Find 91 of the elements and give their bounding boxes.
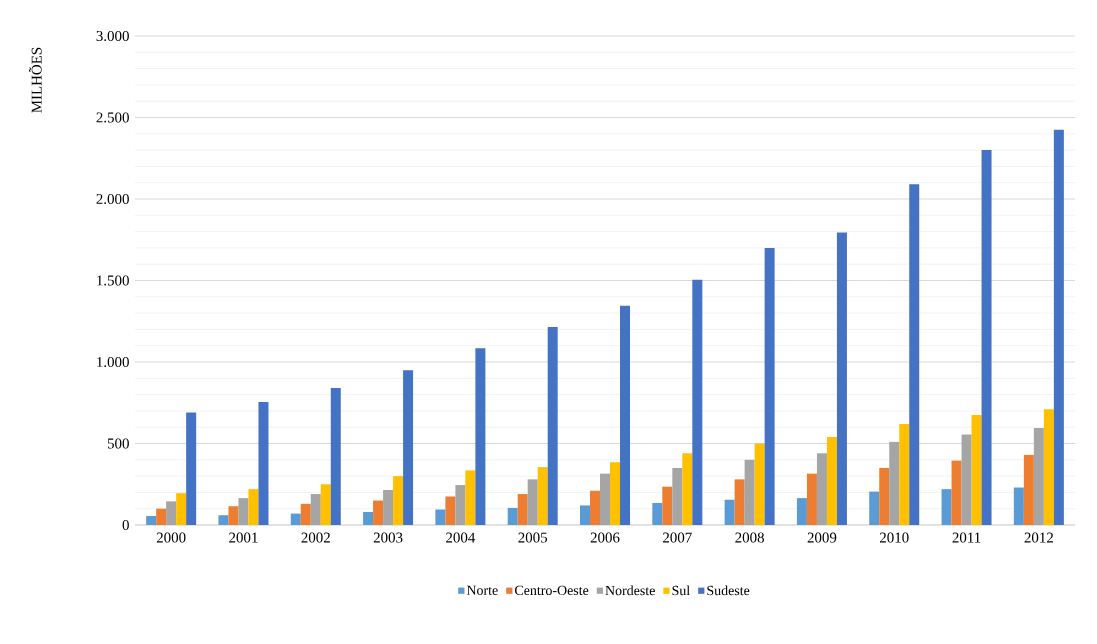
bar [836, 232, 847, 525]
y-axis-title: MILHÕES [29, 47, 42, 113]
bar [507, 507, 518, 525]
bar [465, 470, 476, 525]
bar [941, 489, 952, 525]
bar [300, 503, 311, 525]
bar [228, 506, 239, 525]
bar [951, 460, 962, 525]
bar [363, 511, 374, 525]
y-tick-label: 500 [107, 438, 129, 449]
bar [393, 476, 404, 525]
bar [620, 305, 630, 525]
bar [971, 414, 982, 525]
x-tick-label: 2003 [373, 532, 403, 543]
bar [816, 453, 827, 525]
bar [1013, 487, 1024, 525]
bar [1023, 454, 1034, 525]
y-tick-label: 1.500 [97, 275, 129, 286]
bar [435, 509, 446, 525]
bar [734, 479, 745, 525]
bar [176, 493, 187, 525]
x-tick-label: 2004 [446, 532, 476, 543]
bar [310, 494, 321, 525]
bar [580, 505, 590, 525]
bar [547, 326, 558, 525]
bar [403, 370, 414, 525]
x-tick-label: 2000 [156, 532, 186, 543]
legend-label: Centro-Oeste [515, 585, 589, 596]
bar [889, 441, 900, 525]
bar [320, 484, 331, 525]
y-tick-label: 2.500 [96, 112, 129, 123]
bar [610, 462, 620, 525]
bar [455, 485, 466, 525]
bar [682, 453, 693, 525]
bar [445, 496, 456, 525]
x-tick-label: 2011 [952, 532, 981, 543]
y-tick-label: 1.000 [97, 356, 129, 368]
bar [879, 467, 890, 525]
bar [1033, 428, 1044, 525]
bar [258, 401, 269, 525]
x-tick-label: 2005 [518, 532, 548, 543]
x-tick-label: 2012 [1024, 532, 1053, 543]
bar [517, 494, 528, 525]
x-tick-label: 2002 [301, 532, 330, 543]
y-tick-label: 2.000 [96, 193, 129, 205]
bar [527, 479, 538, 525]
bar [796, 498, 807, 525]
legend-label: Sudeste [707, 585, 750, 596]
bar [744, 459, 755, 525]
x-tick-label: 2009 [807, 532, 837, 543]
bar [537, 467, 548, 525]
bar [662, 486, 673, 525]
bar [383, 489, 394, 525]
x-tick-label: 2001 [229, 532, 258, 543]
legend-label: Norte [466, 585, 498, 595]
bar [218, 515, 229, 525]
legend-label: Sul [672, 585, 690, 596]
x-tick-label: 2010 [879, 532, 909, 543]
bar [475, 348, 486, 525]
legend-label: Nordeste [605, 585, 655, 596]
bar [826, 436, 837, 525]
bar [373, 500, 384, 525]
bar [692, 279, 703, 525]
bar [806, 473, 817, 525]
bar [186, 412, 197, 525]
bar [146, 516, 157, 525]
bar [754, 443, 765, 525]
bar [764, 247, 775, 525]
y-tick-label: 0 [122, 519, 129, 531]
bar [652, 503, 663, 525]
bar [156, 508, 167, 525]
x-tick-label: 2007 [663, 532, 692, 543]
y-tick-label: 3.000 [96, 30, 129, 42]
bar [672, 467, 683, 525]
bar [909, 184, 920, 525]
bar [590, 490, 600, 525]
bar [981, 150, 992, 525]
bar [238, 498, 249, 525]
bar [330, 388, 341, 525]
bar [290, 513, 301, 525]
bar [600, 473, 610, 525]
bar [961, 434, 972, 525]
x-tick-label: 2008 [735, 532, 764, 543]
bar [724, 499, 735, 525]
bar [166, 501, 177, 525]
bar [1053, 129, 1064, 525]
bar [248, 489, 259, 525]
bar [869, 491, 880, 525]
bar [899, 423, 910, 525]
x-tick-label: 2006 [590, 532, 620, 543]
bar [1043, 409, 1054, 525]
